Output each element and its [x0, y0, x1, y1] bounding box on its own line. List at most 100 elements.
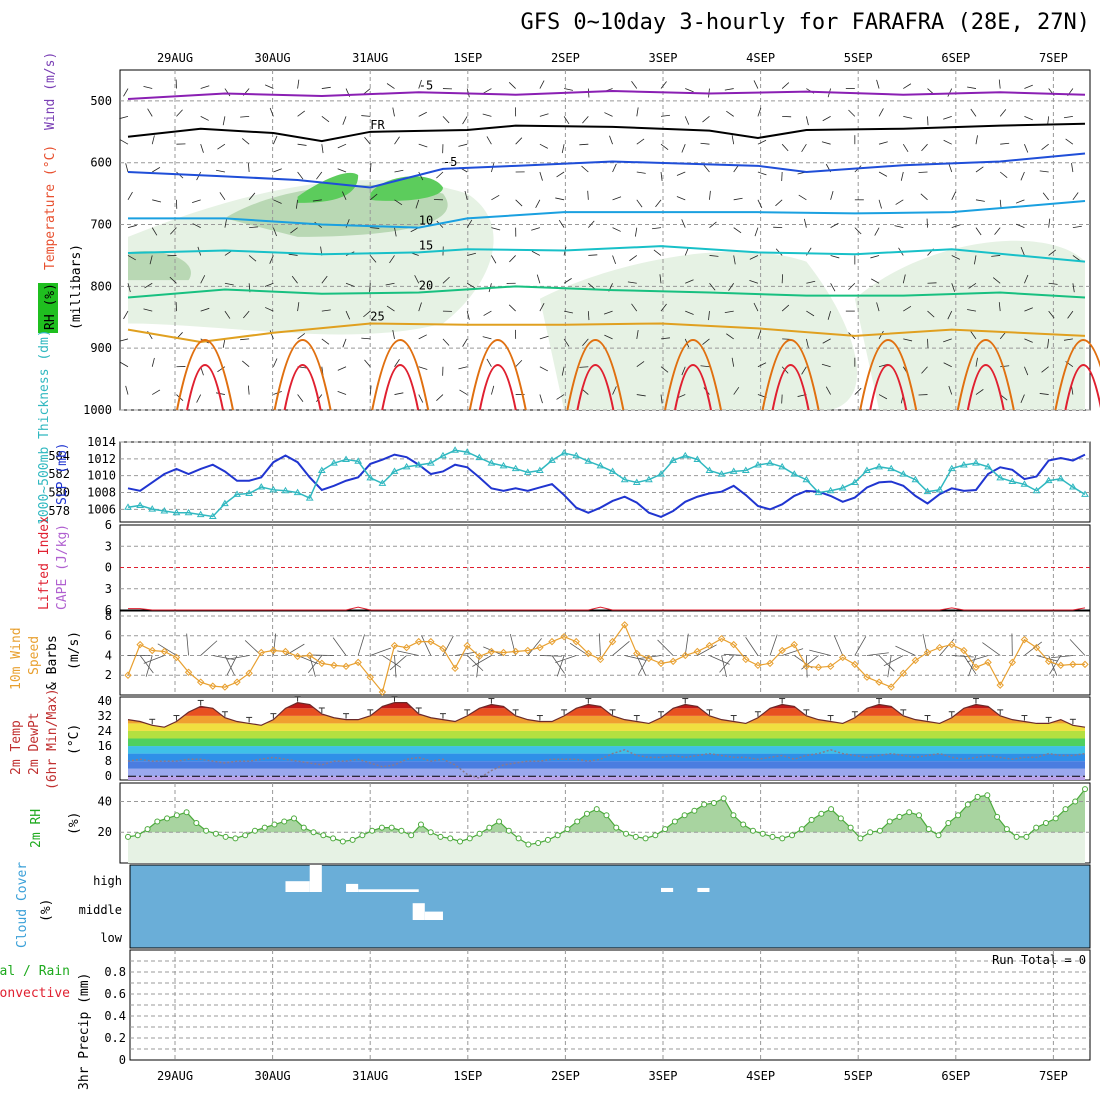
wind-barb [224, 310, 231, 319]
wind10m-marker [548, 637, 556, 646]
wind10m-marker [960, 646, 968, 655]
thickness-marker [269, 485, 278, 493]
thickness-marker [317, 466, 326, 474]
rh2m-marker [193, 820, 200, 826]
bottom-date-label: 3SEP [649, 1069, 678, 1083]
cloud-gap [424, 911, 443, 920]
wind10m-marker [560, 632, 568, 641]
thickness-marker [184, 508, 193, 516]
wind10m-barb [421, 635, 432, 656]
wind-barb [200, 275, 206, 284]
precip-tick-label: 0.6 [104, 987, 126, 1001]
rh2m-marker [720, 795, 727, 802]
wind10m-barb [397, 650, 419, 656]
wind10m-barb [226, 655, 238, 676]
thickness-marker [523, 468, 532, 475]
wind-barb [152, 389, 161, 395]
wind-barb [878, 141, 888, 145]
wind-barb [119, 115, 129, 120]
isotherm-label: 20 [419, 279, 433, 293]
wind10m-barb [309, 655, 316, 677]
rh2m-marker [427, 829, 434, 836]
wind-barb [337, 366, 347, 371]
wind-barb [636, 138, 645, 145]
wind-barb [273, 168, 282, 173]
wind-barb [418, 143, 428, 148]
wind10m-marker [402, 643, 411, 652]
wind-barb [462, 338, 468, 347]
wind-barb [273, 199, 282, 204]
top-date-label: 30AUG [255, 51, 291, 65]
wind10m-marker [318, 659, 326, 668]
isotherm-label: 10 [419, 214, 433, 228]
rh-area [539, 251, 858, 410]
rh2m-marker [251, 827, 258, 834]
wind10m-marker [124, 671, 132, 679]
thickness-tick-label: 580 [48, 486, 70, 500]
isotherm-line [127, 285, 1086, 299]
wind10m-barb [370, 647, 392, 656]
wind10m-marker [524, 646, 532, 655]
wind-barb [967, 86, 977, 89]
warm-arc [674, 364, 712, 411]
bottom-date-label: 29AUG [157, 1069, 193, 1083]
wind-barb [798, 194, 807, 201]
wind-barb [1020, 394, 1025, 403]
rh2m-tick-label: 40 [98, 794, 112, 808]
wind-barb [466, 282, 476, 289]
rh2m-marker [1052, 815, 1059, 822]
wind-barb [733, 386, 740, 395]
wind-barb [539, 113, 549, 117]
thickness-marker [972, 459, 980, 466]
cloud-label: Cloud Cover [15, 862, 30, 948]
wind-barb [631, 81, 638, 89]
slp-tick-label: 1012 [87, 452, 116, 466]
wind10m-barb [551, 655, 565, 674]
wind-barb [539, 302, 545, 312]
rh2m-marker [876, 827, 883, 834]
wind-barb [636, 107, 639, 117]
slp-tick-label: 1006 [87, 502, 116, 516]
wind-barb [733, 197, 743, 201]
isotherm-line [127, 90, 1086, 101]
wind-barb [515, 199, 523, 207]
rh2m-marker [583, 810, 590, 817]
wind10m-barb [968, 655, 977, 677]
warm-arc [371, 339, 430, 411]
wind-barb [369, 162, 372, 173]
wind10m-marker [645, 654, 653, 663]
wind-barb [603, 310, 613, 315]
precip-label-convective: Convective [0, 986, 70, 1001]
wind-barb [120, 139, 129, 145]
wind10m-marker [257, 648, 265, 657]
stability-ticks: 6 3 0 3 6 [105, 518, 112, 617]
temperature-tick-label: 24 [98, 724, 112, 738]
wind-barb [921, 143, 928, 152]
slp-tick-label: 1014 [87, 435, 116, 449]
rh2m-marker [662, 826, 669, 833]
wind-barb [515, 359, 523, 368]
wind-barb [462, 116, 468, 125]
rh2m-marker [417, 821, 424, 828]
wind-barb [222, 116, 226, 126]
rh2m-marker [203, 827, 210, 834]
wind-barb [192, 199, 201, 203]
wind-barb [660, 366, 669, 373]
thickness-marker [863, 466, 871, 474]
wind10m-marker [899, 669, 907, 677]
wind-barb [757, 362, 767, 368]
wind-barb [700, 365, 710, 368]
rh2m-marker [134, 832, 141, 839]
thickness-marker [984, 462, 992, 470]
wind-barb [921, 366, 928, 374]
wind-barb [733, 227, 742, 234]
wind10m-barb [527, 638, 542, 656]
wind-barb [123, 88, 129, 97]
rh2m-marker [554, 832, 561, 839]
wind-barb [539, 80, 545, 89]
rh2m-marker [740, 821, 747, 828]
wind-barb [636, 394, 646, 397]
wind-barb [217, 143, 226, 150]
cloud-level-label: low [100, 931, 122, 945]
cloud-gap [412, 903, 425, 920]
